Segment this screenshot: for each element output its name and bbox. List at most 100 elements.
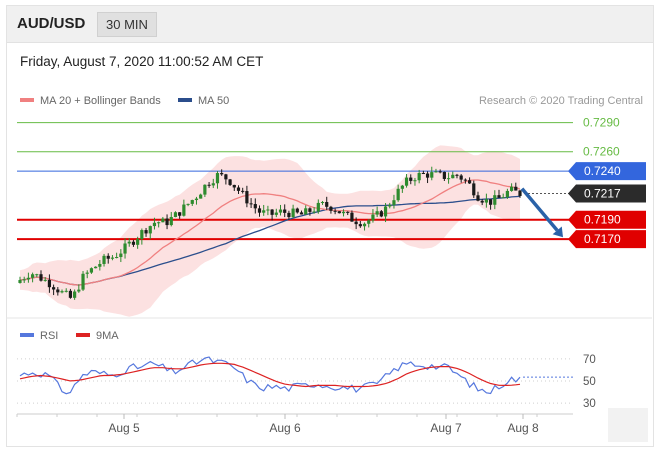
candle bbox=[383, 203, 388, 223]
last-price-label: 0.7217 bbox=[584, 186, 621, 200]
candle-body bbox=[421, 173, 425, 175]
candle bbox=[157, 221, 161, 228]
candle bbox=[77, 284, 81, 293]
candle bbox=[136, 236, 140, 249]
candle bbox=[304, 205, 308, 215]
candle-body bbox=[350, 212, 354, 222]
candle-body bbox=[236, 187, 241, 191]
candle bbox=[472, 180, 476, 198]
candle bbox=[22, 276, 26, 283]
candle-body bbox=[329, 206, 333, 211]
candle-body bbox=[480, 200, 484, 203]
legend-label-rsi: RSI bbox=[40, 330, 58, 342]
candle bbox=[379, 209, 383, 218]
candle bbox=[451, 171, 455, 179]
candle-body bbox=[136, 239, 140, 245]
candle-body bbox=[333, 210, 337, 212]
candle-body bbox=[165, 218, 169, 226]
candle-body bbox=[228, 179, 232, 185]
candle-body bbox=[43, 279, 47, 281]
legend-label-9ma: 9MA bbox=[96, 330, 119, 342]
candle-body bbox=[472, 183, 476, 196]
candle bbox=[333, 208, 337, 215]
candle bbox=[501, 193, 505, 199]
candle bbox=[245, 185, 249, 208]
candle-body bbox=[127, 241, 131, 244]
candle bbox=[152, 217, 157, 230]
candle bbox=[81, 271, 85, 292]
candle bbox=[262, 204, 266, 216]
forecast-arrow-shaft bbox=[520, 187, 559, 232]
candle bbox=[253, 198, 257, 214]
candle-body bbox=[186, 203, 190, 205]
candle bbox=[140, 228, 144, 245]
candle-body bbox=[245, 191, 249, 204]
candle-body bbox=[312, 211, 316, 213]
candle bbox=[270, 209, 274, 221]
candle bbox=[354, 217, 358, 230]
candle-body bbox=[295, 208, 299, 213]
candle-body bbox=[400, 185, 404, 189]
candle bbox=[194, 196, 199, 205]
candle bbox=[484, 193, 488, 208]
candle bbox=[31, 272, 35, 283]
candle-body bbox=[262, 210, 266, 213]
candle-body bbox=[85, 272, 89, 274]
candle bbox=[94, 266, 98, 269]
candle bbox=[320, 200, 325, 205]
candle-body bbox=[144, 230, 148, 234]
candle bbox=[283, 204, 287, 218]
candle-body bbox=[409, 177, 413, 181]
rsi-9ma-line bbox=[19, 362, 521, 388]
candle bbox=[396, 184, 400, 202]
candle bbox=[346, 211, 350, 216]
candle bbox=[274, 208, 278, 218]
candle bbox=[329, 205, 333, 214]
x-tick-label-3: Aug 8 bbox=[507, 421, 539, 435]
candle-body bbox=[425, 173, 430, 178]
candle bbox=[400, 184, 404, 193]
candle-body bbox=[283, 209, 287, 213]
price-level-tag-4 bbox=[568, 230, 646, 249]
legend-swatch-9ma bbox=[76, 333, 90, 337]
candle bbox=[64, 288, 68, 293]
candle bbox=[442, 171, 446, 182]
candle bbox=[228, 178, 232, 187]
candle-body bbox=[417, 173, 421, 181]
candle bbox=[106, 253, 110, 264]
candle-body bbox=[22, 279, 26, 281]
candle-body bbox=[509, 186, 514, 191]
candle-body bbox=[26, 277, 31, 280]
candle-body bbox=[320, 202, 325, 204]
candle-body bbox=[194, 198, 199, 201]
rsi-tick-label-1: 50 bbox=[583, 376, 596, 388]
candle bbox=[220, 169, 224, 176]
candle bbox=[337, 211, 341, 214]
timeframe-button[interactable]: 30 MIN bbox=[97, 12, 157, 37]
legend-label-ma50: MA 50 bbox=[198, 95, 229, 107]
candle bbox=[488, 199, 493, 210]
candle-body bbox=[514, 186, 518, 191]
candle-body bbox=[60, 291, 64, 293]
candle-body bbox=[379, 211, 383, 217]
candle-body bbox=[199, 194, 203, 199]
candles bbox=[18, 166, 522, 300]
candle bbox=[463, 178, 467, 184]
candle-body bbox=[119, 253, 123, 258]
candle-body bbox=[362, 223, 367, 227]
candle-body bbox=[388, 204, 392, 207]
candle-body bbox=[35, 274, 39, 276]
candle-body bbox=[446, 178, 451, 180]
candle-body bbox=[274, 212, 278, 215]
currency-pair-title: AUD/USD bbox=[17, 15, 86, 32]
candle-body bbox=[56, 289, 60, 293]
candle bbox=[467, 177, 472, 184]
candle bbox=[459, 174, 463, 183]
candle-body bbox=[501, 197, 505, 199]
candle bbox=[312, 207, 316, 214]
candle-body bbox=[278, 209, 283, 213]
ma20-line bbox=[19, 179, 521, 286]
candle-body bbox=[463, 179, 467, 181]
candle bbox=[480, 198, 484, 206]
candle bbox=[165, 214, 169, 230]
